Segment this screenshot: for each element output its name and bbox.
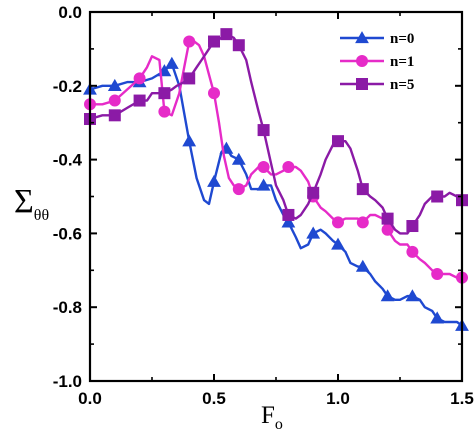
data-point-n=0-6 — [207, 174, 221, 187]
data-point-n=1-14 — [431, 267, 444, 280]
data-point-n=1-5 — [208, 87, 220, 100]
y-tick-label-0: 0.0 — [58, 3, 82, 22]
data-point-n=1-6 — [232, 183, 245, 196]
data-point-n=5-4 — [183, 72, 196, 85]
x-axis-title-base: F — [261, 402, 275, 429]
legend-marker-n=0 — [355, 31, 369, 44]
data-point-n=1-8 — [282, 160, 295, 173]
data-point-n=0-13 — [355, 259, 370, 272]
data-point-n=0-16 — [430, 311, 445, 324]
data-point-n=0-10 — [281, 215, 296, 228]
legend-item-n=1: n=1 — [340, 54, 414, 70]
data-point-n=1-3 — [158, 105, 171, 118]
series-layer — [83, 28, 469, 331]
axis-titles: Σθθ Fo — [14, 183, 283, 433]
data-point-n=5-2 — [133, 94, 146, 107]
series-n=5 — [84, 28, 468, 235]
legend-label-n=5: n=5 — [390, 77, 414, 93]
data-point-n=1-10 — [332, 216, 344, 229]
data-point-n=5-15 — [431, 190, 444, 203]
legend-label-n=1: n=1 — [390, 54, 414, 70]
data-point-n=5-13 — [381, 212, 394, 225]
legend: n=0 n=1 n=5 — [340, 31, 414, 93]
data-point-n=5-3 — [158, 87, 171, 100]
series-n=0 — [83, 56, 469, 331]
legend-item-n=5: n=5 — [340, 77, 414, 93]
data-point-n=5-14 — [406, 220, 419, 233]
data-point-n=0-11 — [306, 226, 321, 239]
data-point-n=1-12 — [381, 223, 394, 236]
x-axis-title-subscript: o — [275, 416, 283, 433]
data-point-n=0-12 — [331, 237, 345, 250]
series-n=1 — [84, 35, 468, 284]
data-point-n=5-6 — [220, 28, 233, 41]
y-tick-label-1: -0.2 — [53, 77, 82, 96]
legend-item-n=0: n=0 — [340, 31, 414, 47]
data-point-n=0-14 — [380, 289, 395, 302]
data-point-n=5-11 — [332, 135, 344, 148]
data-point-n=1-7 — [257, 160, 270, 173]
legend-label-n=0: n=0 — [390, 31, 414, 47]
data-point-n=1-2 — [133, 72, 146, 85]
data-point-n=1-4 — [183, 35, 196, 48]
legend-marker-n=5 — [356, 78, 368, 90]
legend-marker-n=1 — [356, 55, 368, 67]
data-point-n=5-5 — [208, 35, 220, 48]
data-point-n=0-5 — [182, 134, 197, 147]
data-point-n=0-8 — [231, 152, 246, 165]
data-point-n=5-10 — [307, 186, 320, 199]
data-point-n=5-9 — [282, 208, 295, 221]
y-tick-label-4: -0.8 — [53, 298, 82, 317]
data-point-n=5-1 — [108, 109, 121, 122]
data-point-n=0-15 — [405, 289, 420, 302]
y-axis-title-subscript: θθ — [34, 207, 49, 224]
y-tick-label-3: -0.6 — [53, 224, 82, 243]
x-tick-label-2: 1.0 — [326, 389, 350, 408]
y-axis-title-base: Σ — [14, 183, 34, 220]
data-point-n=1-1 — [108, 94, 121, 107]
data-point-n=5-8 — [257, 124, 270, 137]
y-tick-label-5: -1.0 — [53, 372, 82, 391]
x-tick-label-1: 0.5 — [202, 389, 226, 408]
data-point-n=0-1 — [107, 78, 122, 91]
x-axis-title: Fo — [261, 402, 283, 433]
data-point-n=1-13 — [406, 245, 419, 258]
x-tick-label-0: 0.0 — [78, 389, 102, 408]
data-point-n=0-9 — [256, 178, 271, 191]
series-line-n=1 — [90, 40, 462, 279]
data-point-n=1-11 — [356, 216, 369, 229]
y-axis-title: Σθθ — [14, 183, 49, 224]
x-tick-label-3: 1.5 — [450, 389, 474, 408]
data-point-n=5-12 — [356, 183, 369, 196]
data-point-n=5-7 — [232, 39, 245, 52]
data-point-n=0-4 — [164, 56, 179, 69]
y-tick-label-2: -0.4 — [53, 151, 83, 170]
series-line-n=0 — [89, 62, 463, 327]
axes-layer: 0.0 0.5 1.0 1.5 0.0 -0.2 -0.4 -0.6 -0.8 -1.0 — [53, 3, 474, 408]
